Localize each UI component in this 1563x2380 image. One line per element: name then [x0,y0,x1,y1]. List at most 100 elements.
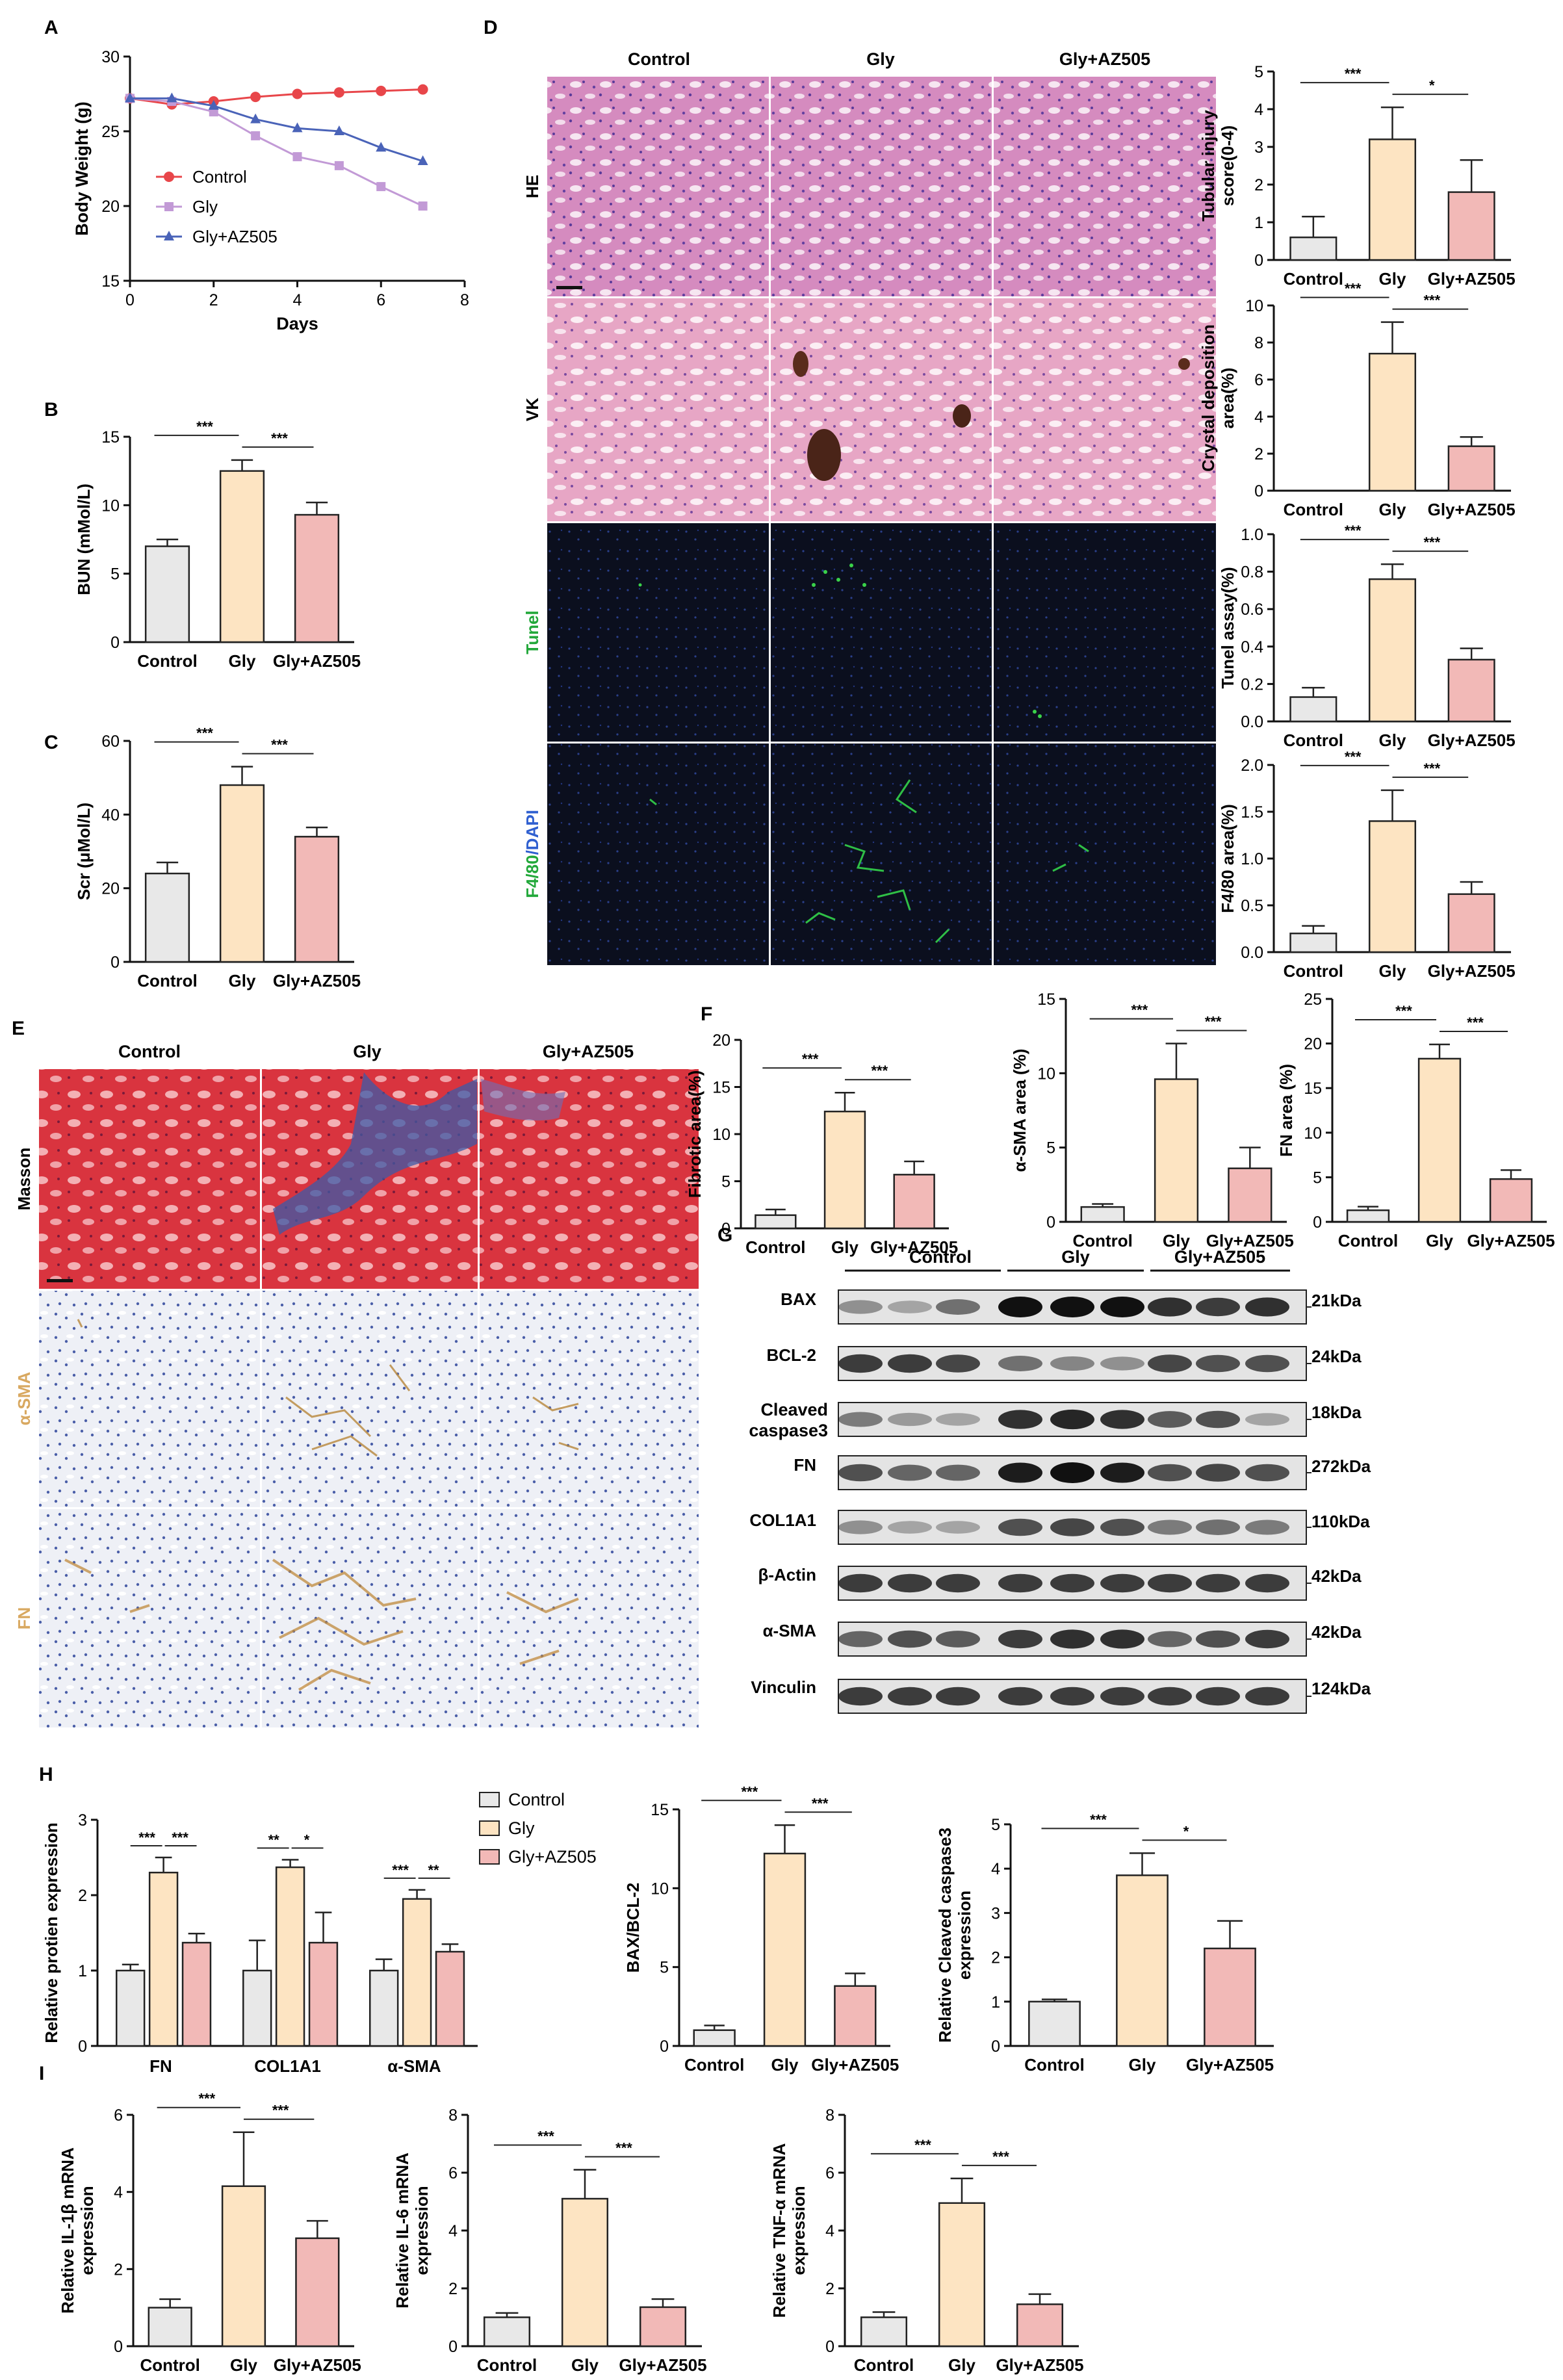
y-tick-label: 15 [1304,1080,1322,1098]
y-tick-label: 0 [110,634,120,652]
y-axis-label: expression [955,1891,974,1980]
y-tick-label: 2 [1254,176,1263,194]
x-tick-label: Gly [1379,961,1406,981]
y-tick-label: 10 [1304,1124,1322,1143]
d-f480-positive-cells [649,779,1089,944]
x-tick-label: Control [137,651,197,671]
chart-d2: 0 2 4 6 8 10 Crystal deposition area(%) Control G… [1198,281,1516,519]
y-tick-label: 1.5 [1241,803,1263,821]
y-tick-label: 6 [448,2164,458,2182]
bar [1368,820,1417,953]
x-tick-label: Control [1284,269,1343,289]
bar [834,1985,877,2047]
g-group-glyaz: Gly+AZ505 [1174,1247,1265,1267]
x-tick-label: Gly+AZ505 [811,2055,899,2075]
blot-band [1100,1687,1144,1706]
significance-label: *** [196,725,213,742]
bar [763,1852,807,2047]
legend-label-gly: Gly [508,1818,535,1838]
bar [1289,236,1337,261]
legend-h: Control Gly Gly+AZ505 [479,1790,597,1867]
y-tick-label: 2 [448,2280,458,2298]
blot-band [998,1297,1042,1317]
significance-label: *** [271,430,288,446]
bar [308,1941,339,2047]
y-tick-label: 10 [1037,1065,1055,1083]
histology-panel-d: Control Gly Gly+AZ505 HE [523,49,1216,965]
bar [1028,2000,1081,2047]
x-tick-label: COL1A1 [254,2056,321,2076]
y-tick-label: 0.8 [1241,563,1263,582]
bar [1154,1078,1199,1223]
significance-label: * [1183,1823,1189,1839]
data-point [376,182,386,192]
legend-marker [164,172,174,182]
d-he-scale-bar [556,286,582,289]
d-row-vk: VK [523,398,542,421]
e-row-asma: α-SMA [14,1372,34,1426]
significance-label: *** [992,2149,1009,2165]
blot-band [1196,1410,1240,1429]
legend-label-glyaz: Gly+AZ505 [508,1847,597,1867]
y-tick-label: 8 [825,2106,834,2125]
blot-band [838,1520,883,1534]
g-band-label: Cleaved caspase3 [749,1400,828,1440]
e-fn-control [39,1509,260,1727]
y-tick-label: 3 [991,1904,1000,1922]
d-vk-glyaz [994,298,1216,521]
legend-marker [164,231,174,240]
g-band-label-line: Cleaved [760,1400,828,1419]
blot-band [1245,1629,1289,1649]
y-axis-label: Body Weight (g) [72,101,92,235]
y-tick-label: 5 [660,1959,669,1977]
significance-label: *** [1345,66,1362,82]
y-tick-label: 25 [1304,990,1322,1009]
d-row-dapi-part: /DAPI [523,810,542,855]
bar [1417,1057,1462,1223]
bar [1116,1874,1169,2047]
x-tick-label: Control [1338,1231,1398,1250]
x-tick-label: Gly [831,1237,859,1257]
blot-band [1148,1464,1192,1482]
significance-label: *** [392,1862,409,1878]
blot-band [888,1573,932,1593]
significance-label: *** [198,2091,215,2107]
blot-band [1050,1409,1094,1430]
d-f480-gly [771,744,992,965]
chart-d1: 0 1 2 3 4 5 Tubular injury score(0-4) Control Gly… [1198,63,1516,289]
blot-band [998,1629,1042,1649]
blot-band [1196,1354,1240,1373]
x-tick-label: Gly+AZ505 [619,2355,706,2375]
bar [219,470,265,643]
data-point [376,85,387,96]
y-tick-label: 2 [825,2280,834,2298]
chart-f3: 0 5 10 15 20 25 FN area (%) Control Gly Gly+AZ505… [1276,990,1555,1250]
y-tick-label: 4 [1254,408,1263,426]
western-blot-panel-g: Control Gly Gly+AZ505 BAX BCL-2 Cleaved c… [749,1247,1371,1698]
x-tick-label: Gly+AZ505 [996,2355,1083,2375]
chart-h2: 0 5 10 15 BAX/BCL-2 Control Gly Gly+AZ505 *** *** [623,1783,899,2075]
y-tick-label: 0.6 [1241,601,1263,619]
blot-band [1100,1356,1144,1371]
significance-label: *** [272,2102,289,2119]
e-masson-fibrosis [481,1079,565,1121]
legend-swatch-glyaz [479,1849,500,1865]
x-tick-label: Gly [1379,500,1406,519]
x-tick-label: Gly [1426,1231,1453,1250]
y-tick-label: 5 [1254,63,1263,81]
g-band-label: α-SMA [763,1621,817,1640]
significance-label: *** [172,1830,188,1846]
y-axis-label: expression [77,2186,97,2275]
blot-band [998,1687,1042,1706]
bar [148,1871,179,2047]
x-tick-label: Gly [1379,731,1406,750]
blot-band [1100,1462,1144,1483]
blot-band [1148,1520,1192,1535]
y-tick-label: 40 [101,806,120,824]
y-tick-label: 5 [1046,1139,1055,1158]
blot-band [1100,1410,1144,1429]
x-tick-label: Gly [571,2355,599,2375]
x-tick-label: Gly [229,651,256,671]
data-point [166,92,177,103]
